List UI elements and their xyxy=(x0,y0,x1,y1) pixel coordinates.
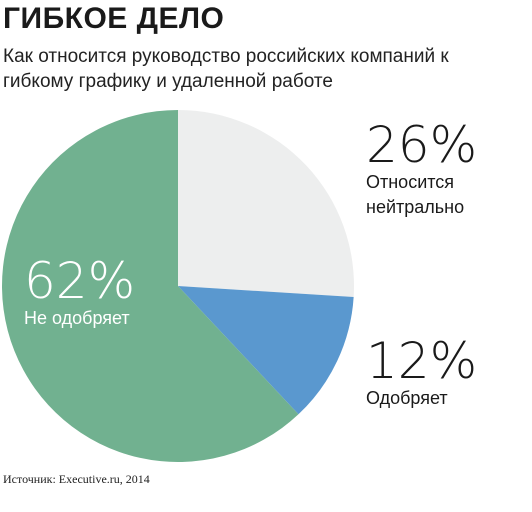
pie-slice-1 xyxy=(178,110,354,298)
pie-slice-3 xyxy=(2,110,299,462)
chart-subtitle: Как относится руководство российских ком… xyxy=(3,46,449,92)
slice-category-label: Одобряет xyxy=(366,388,448,408)
slice-percent-label: 62% xyxy=(24,252,135,310)
source-note: Источник: Executive.ru, 2014 xyxy=(3,472,150,486)
slice-category-label: нейтрально xyxy=(366,197,464,217)
slice-percent-label: 26% xyxy=(366,116,477,174)
slice-category-label: Относится xyxy=(366,172,454,192)
chart-title: ГИБКОЕ ДЕЛО xyxy=(3,2,225,35)
slice-category-label: Не одобряет xyxy=(24,308,130,328)
slice-percent-label: 12% xyxy=(366,332,477,390)
pie-slice-2 xyxy=(178,286,354,415)
